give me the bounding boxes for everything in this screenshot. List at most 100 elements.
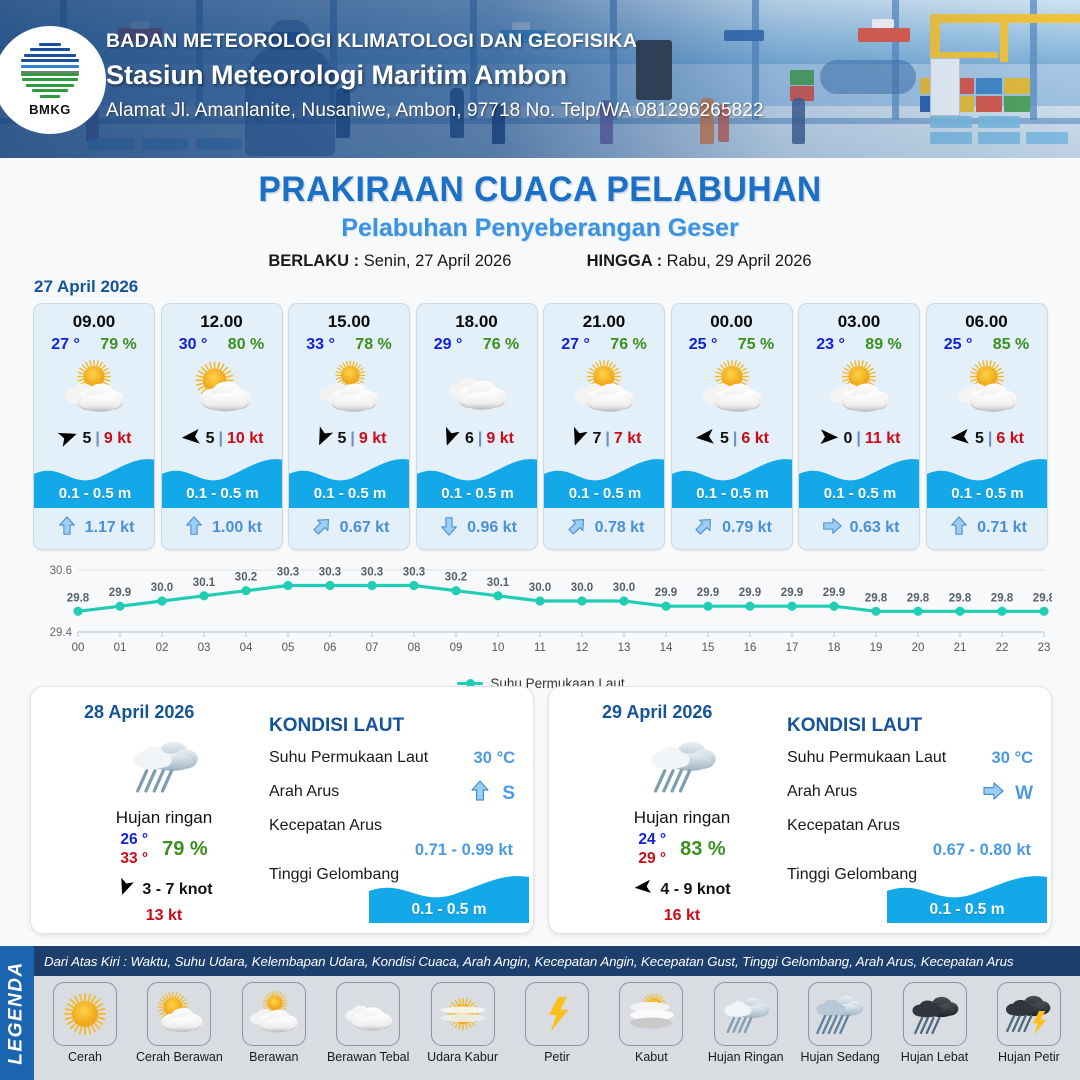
legend-items: Cerah Cerah Berawan xyxy=(34,976,1080,1080)
current-direction-arrow-icon xyxy=(183,515,205,542)
card-wind-speed: 5 xyxy=(720,430,729,447)
legend-item-label: Hujan Sedang xyxy=(800,1050,880,1064)
svg-text:29.9: 29.9 xyxy=(697,587,719,599)
card-current-speed: 1.00 kt xyxy=(212,519,262,536)
legend-item: Petir xyxy=(514,982,600,1064)
current-direction-label: Arah Arus xyxy=(269,783,340,800)
header-overlay xyxy=(0,0,1080,158)
svg-text:29.8: 29.8 xyxy=(907,592,930,604)
card-humidity: 80 % xyxy=(227,336,265,353)
svg-text:29.8: 29.8 xyxy=(67,592,90,604)
svg-text:30.0: 30.0 xyxy=(613,582,635,594)
hingga-label: HINGGA : xyxy=(586,252,663,270)
card-humidity: 79 % xyxy=(100,336,137,353)
legend-item: Hujan Lebat xyxy=(892,982,978,1064)
card-wave-graphic xyxy=(926,452,1047,508)
card-gust: 6 kt xyxy=(741,430,769,447)
svg-text:29.8: 29.8 xyxy=(949,592,972,604)
svg-text:30.0: 30.0 xyxy=(529,582,551,594)
legend-kabut-icon xyxy=(619,982,684,1046)
card-gust: 9 kt xyxy=(486,430,514,447)
separator: | xyxy=(95,430,100,447)
hourly-forecast-strip: 09.00 27 ° 79 % 5 xyxy=(33,303,1048,550)
panel-wind-range: 4 - 9 knot xyxy=(660,880,731,898)
panel-wave-height: 0.1 - 0.5 m xyxy=(411,901,487,918)
svg-text:29.8: 29.8 xyxy=(865,592,888,604)
wind-direction-arrow-icon xyxy=(949,426,971,453)
hourly-card: 12.00 30 ° 80 % 5 | 10 kt xyxy=(160,303,283,550)
card-wave-height: 0.1 - 0.5 m xyxy=(951,484,1024,502)
separator: | xyxy=(732,430,738,447)
wind-direction-arrow-icon xyxy=(439,426,461,453)
card-wave-height: 0.1 - 0.5 m xyxy=(696,484,769,502)
legend-item-label: Kabut xyxy=(635,1050,668,1064)
card-humidity: 78 % xyxy=(355,336,392,353)
card-humidity: 75 % xyxy=(737,336,775,353)
svg-text:30.3: 30.3 xyxy=(403,567,425,579)
svg-text:18: 18 xyxy=(828,642,841,654)
separator: | xyxy=(477,430,483,447)
svg-text:00: 00 xyxy=(72,642,85,654)
panel-humidity: 83 % xyxy=(680,838,726,860)
card-wave-height: 0.1 - 0.5 m xyxy=(58,484,132,502)
card-time: 09.00 xyxy=(72,312,116,331)
svg-text:07: 07 xyxy=(366,642,379,654)
svg-text:19: 19 xyxy=(870,642,883,654)
card-humidity: 85 % xyxy=(992,336,1030,353)
legend-item: Cerah xyxy=(42,982,128,1064)
legend-item: Berawan Tebal xyxy=(325,982,411,1064)
card-wind-speed: 7 xyxy=(592,430,602,447)
card-wind-speed: 0 xyxy=(843,430,853,447)
card-wave-graphic xyxy=(544,452,664,508)
legend-item: Berawan xyxy=(231,982,317,1064)
current-speed-label: Kecepatan Arus xyxy=(269,817,382,834)
card-wave-height: 0.1 - 0.5 m xyxy=(823,484,897,502)
card-wave-graphic xyxy=(289,452,409,508)
sst-chart: 30.6 29.4 29.8 00 29.9 01 30.0 02 30.1 03 30.2 04 30… xyxy=(30,558,1056,691)
svg-text:30.0: 30.0 xyxy=(571,582,593,594)
svg-text:15: 15 xyxy=(702,642,715,654)
legend-item-label: Cerah Berawan xyxy=(135,1050,223,1064)
svg-text:12: 12 xyxy=(576,642,589,654)
sst-chart-svg: 30.6 29.4 29.8 00 29.9 01 30.0 02 30.1 03 30.2 04 30… xyxy=(30,558,1056,676)
legend-item: Hujan Sedang xyxy=(797,982,883,1064)
legend-item: Kabut xyxy=(608,982,694,1064)
legend-line-marker xyxy=(457,678,484,688)
station-name: Stasiun Meteorologi Maritim Ambon xyxy=(106,60,568,90)
wind-direction-arrow-icon xyxy=(567,426,589,453)
sea-conditions-title: KONDISI LAUT xyxy=(787,715,923,736)
card-time: 18.00 xyxy=(455,312,498,331)
card-time: 15.00 xyxy=(327,312,371,331)
panel-weather-icon xyxy=(577,729,787,806)
legend-section: LEGENDA Dari Atas Kiri : Waktu, Suhu Uda… xyxy=(0,946,1080,1080)
card-time: 03.00 xyxy=(837,312,881,331)
panel-temp-max: 29 ° xyxy=(638,850,667,867)
svg-text:20: 20 xyxy=(912,642,925,654)
panel-current-arrow-icon xyxy=(981,779,1005,808)
svg-text:29.9: 29.9 xyxy=(655,587,677,599)
svg-text:09: 09 xyxy=(450,642,463,654)
card-temperature: 25 ° xyxy=(943,336,973,353)
wind-direction-arrow-icon xyxy=(312,425,334,453)
card-temperature: 23 ° xyxy=(816,336,845,353)
panel-temp-max: 33 ° xyxy=(120,850,149,867)
card-weather-icon xyxy=(672,356,792,422)
card-wave-graphic xyxy=(34,452,154,508)
card-temperature: 25 ° xyxy=(688,336,718,353)
sst-label: Suhu Permukaan Laut xyxy=(787,749,947,766)
card-humidity: 89 % xyxy=(865,336,902,353)
svg-text:29.8: 29.8 xyxy=(991,592,1014,604)
svg-text:16: 16 xyxy=(744,642,757,654)
card-gust: 7 kt xyxy=(613,430,642,447)
card-wave-graphic xyxy=(161,452,282,508)
panel-date: 28 April 2026 xyxy=(84,702,195,722)
agency-name: BADAN METEOROLOGI KLIMATOLOGI DAN GEOFIS… xyxy=(106,30,638,52)
daily-forecast-panel: 29 April 2026 Hujan ringan xyxy=(548,686,1052,934)
wind-direction-arrow-icon xyxy=(180,426,202,453)
card-wave-height: 0.1 - 0.5 m xyxy=(313,484,387,502)
sst-value: 30 °C xyxy=(473,749,515,767)
station-address: Alamat Jl. Amanlanite, Nusaniwe, Ambon, … xyxy=(106,100,764,121)
svg-text:22: 22 xyxy=(996,642,1009,654)
bmkg-logo-text: BMKG xyxy=(29,102,71,117)
svg-text:01: 01 xyxy=(114,642,127,654)
